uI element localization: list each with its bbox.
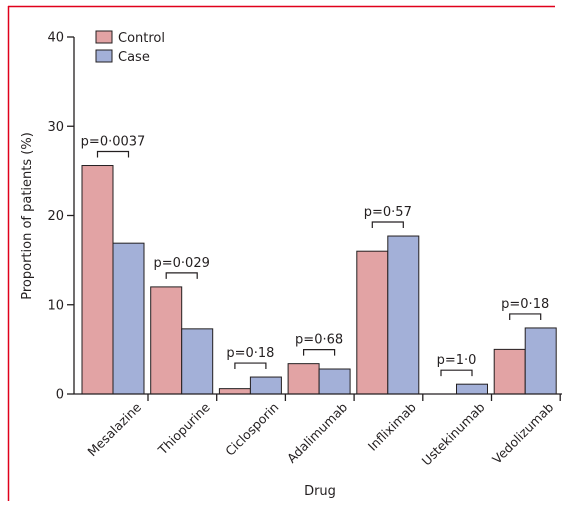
p-value-label: p=0·029	[154, 256, 210, 271]
y-tick-label: 0	[56, 388, 64, 403]
x-category-label: Infliximab	[365, 399, 419, 453]
bar-case	[249, 376, 282, 395]
p-value-label: p=0·18	[226, 346, 274, 361]
y-tick-label: 40	[47, 31, 64, 46]
bar-control	[287, 363, 320, 395]
p-value-label: p=0·57	[364, 205, 412, 220]
p-value-label: p=1·0	[437, 353, 477, 368]
y-tick-label: 20	[47, 209, 64, 224]
bar-case	[387, 235, 420, 395]
legend: Control Case	[95, 30, 165, 65]
significance-bracket	[234, 362, 267, 370]
bar-control	[150, 286, 183, 395]
significance-bracket	[303, 349, 336, 356]
x-category-label: Thiopurine	[154, 399, 213, 458]
legend-swatch-control	[95, 30, 113, 44]
x-axis-title: Drug	[304, 484, 336, 499]
bar-control	[356, 250, 389, 395]
bar-case	[524, 327, 557, 395]
legend-swatch-case	[95, 49, 113, 63]
bar-control	[218, 388, 251, 395]
bar-case	[456, 383, 488, 395]
x-category-label: Ustekinumab	[419, 399, 488, 468]
x-category-label: Ciclosporin	[222, 400, 281, 459]
p-value-label: p=0·18	[501, 297, 549, 312]
significance-bracket	[440, 369, 473, 377]
significance-bracket	[165, 272, 198, 279]
significance-bracket	[509, 313, 542, 320]
bar-control	[81, 165, 114, 395]
y-axis-title: Proportion of patients (%)	[20, 132, 35, 300]
x-category-label: Adalimumab	[284, 399, 350, 465]
x-category-label: Mesalazine	[84, 399, 144, 459]
legend-label-control: Control	[118, 31, 165, 46]
y-tick-label: 30	[47, 120, 64, 135]
bar-case	[181, 328, 214, 395]
bar-case	[112, 242, 145, 395]
p-value-label: p=0·0037	[81, 135, 146, 150]
legend-label-case: Case	[118, 50, 150, 65]
y-tick-label: 10	[47, 298, 64, 313]
x-category-label: Vedolizumab	[489, 399, 556, 466]
bar-control	[493, 348, 526, 395]
significance-bracket	[371, 221, 404, 229]
p-value-label: p=0·68	[295, 333, 343, 348]
bar-case	[318, 368, 351, 395]
significance-bracket	[96, 150, 130, 158]
